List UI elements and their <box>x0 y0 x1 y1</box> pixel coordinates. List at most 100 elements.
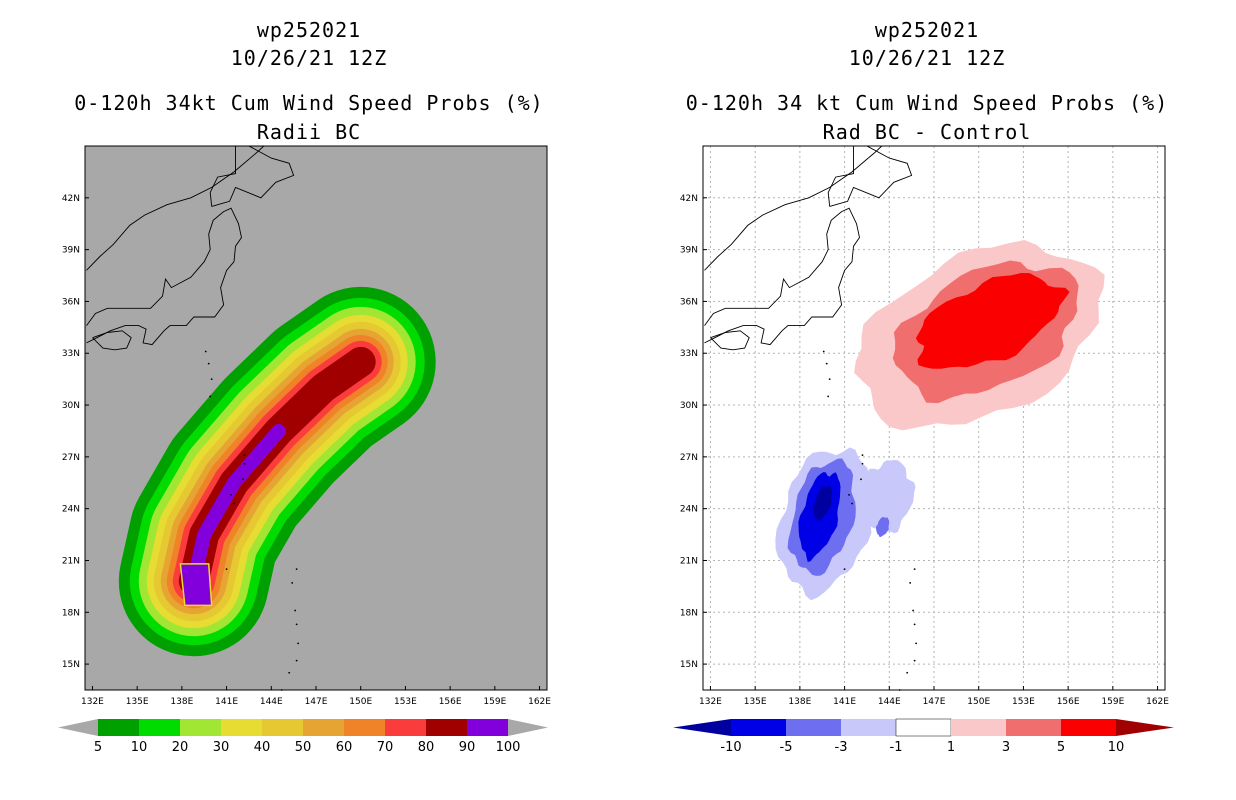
probability-band-100 <box>186 424 286 589</box>
colorbar-swatch <box>262 719 303 736</box>
x-tick-label: 132E <box>81 697 104 707</box>
colorbar-label: 30 <box>213 740 230 755</box>
colorbar-arrow-high <box>1116 719 1174 736</box>
y-tick-label: 15N <box>62 660 80 670</box>
x-tick-label: 141E <box>215 697 238 707</box>
left-panel: wp252021 10/26/21 12Z 0-120h 34kt Cum Wi… <box>58 18 551 755</box>
colorbar-label: 1 <box>947 740 955 755</box>
probability-map: 132E 135E 138E 141E 144E 147E 150E 153E 156E 159E… <box>58 145 551 755</box>
x-tick-label: 150E <box>349 697 372 707</box>
island <box>909 582 912 584</box>
island <box>297 642 300 645</box>
island <box>294 609 297 612</box>
y-tick-label: 21N <box>680 556 698 566</box>
colorbar-label: 3 <box>1002 740 1010 755</box>
coastline-segment <box>209 145 295 207</box>
y-tick-label: 24N <box>680 505 698 515</box>
coastline-segment <box>704 145 883 271</box>
island <box>912 609 915 612</box>
colorbar: 5 10 20 30 40 50 60 70 80 90 100 <box>58 719 548 755</box>
island <box>243 454 246 457</box>
colorbar-label: 100 <box>496 740 521 755</box>
colorbar-label: -1 <box>890 740 903 755</box>
negative-anomaly <box>775 447 916 601</box>
y-tick-label: 33N <box>62 349 80 359</box>
colorbar-swatch <box>1061 719 1116 736</box>
colorbar-swatch <box>385 719 426 736</box>
x-tick-label: 153E <box>1012 697 1035 707</box>
y-tick-label: 33N <box>680 349 698 359</box>
island <box>233 502 235 505</box>
colorbar-label: -10 <box>720 740 741 755</box>
island <box>210 378 213 381</box>
anomaly-contour-5 <box>915 273 1070 369</box>
island <box>207 362 210 365</box>
island <box>861 454 864 457</box>
coastline-segment <box>827 145 913 207</box>
colorbar-swatch <box>98 719 139 736</box>
x-tick-label: 159E <box>483 697 506 707</box>
y-tick-label: 42N <box>62 194 80 204</box>
x-tick-label: 147E <box>923 697 946 707</box>
y-tick-label: 18N <box>680 608 698 618</box>
island <box>225 568 228 571</box>
colorbar-label: 50 <box>295 740 312 755</box>
probability-core-block <box>179 563 213 607</box>
island <box>913 623 916 626</box>
colorbar-swatch <box>731 719 786 736</box>
colorbar-swatch <box>1006 719 1061 736</box>
x-tick-label: 135E <box>126 697 149 707</box>
chart-subtitle: Radii BC <box>256 120 362 144</box>
x-tick-label: 144E <box>878 697 901 707</box>
probability-bands <box>118 286 436 657</box>
colorbar-swatch <box>139 719 180 736</box>
island <box>825 362 828 365</box>
island <box>230 493 232 496</box>
y-tick-label: 24N <box>62 505 80 515</box>
y-tick-label: 36N <box>62 297 80 307</box>
colorbar-label: 20 <box>172 740 189 755</box>
datetime: 10/26/21 12Z <box>848 46 1006 70</box>
island <box>204 350 207 353</box>
colorbar-label: -3 <box>835 740 848 755</box>
y-tick-label: 27N <box>62 453 80 463</box>
island <box>860 478 862 481</box>
colorbar-swatch <box>895 718 952 737</box>
island <box>843 568 846 571</box>
colorbar-swatch <box>303 719 344 736</box>
island <box>915 642 918 645</box>
island <box>209 395 212 398</box>
x-tick-label: 156E <box>439 697 462 707</box>
colorbar-label: 5 <box>1057 740 1065 755</box>
island <box>242 478 244 481</box>
chart-title: 0-120h 34kt Cum Wind Speed Probs (%) <box>74 91 544 115</box>
island <box>295 568 298 571</box>
x-tick-label: 135E <box>744 697 767 707</box>
storm-id: wp252021 <box>874 18 980 42</box>
y-tick-label: 15N <box>680 660 698 670</box>
coastline-segment <box>86 145 265 271</box>
positive-anomaly <box>854 240 1105 431</box>
coastline <box>86 145 300 691</box>
island <box>913 659 916 662</box>
x-tick-label: 150E <box>967 697 990 707</box>
coastline-segment <box>86 207 242 346</box>
x-tick-label: 144E <box>260 697 283 707</box>
x-tick-label: 162E <box>528 697 551 707</box>
island <box>828 378 831 381</box>
colorbar-label: 10 <box>131 740 148 755</box>
colorbar-swatch <box>426 719 467 736</box>
colorbar-label: 5 <box>94 740 102 755</box>
island <box>848 493 850 496</box>
x-tick-label: 162E <box>1146 697 1169 707</box>
colorbar-label: 10 <box>1108 740 1125 755</box>
island <box>906 671 909 674</box>
x-tick-label: 132E <box>699 697 722 707</box>
chart-subtitle: Rad BC - Control <box>822 120 1032 144</box>
colorbar-arrow-low <box>673 719 731 736</box>
x-tick-label: 153E <box>394 697 417 707</box>
colorbar-swatch <box>951 719 1006 736</box>
anomaly-contour-m10 <box>812 485 833 522</box>
anomaly-contour-m1b <box>860 460 916 534</box>
chart-title: 0-120h 34 kt Cum Wind Speed Probs (%) <box>685 91 1169 115</box>
